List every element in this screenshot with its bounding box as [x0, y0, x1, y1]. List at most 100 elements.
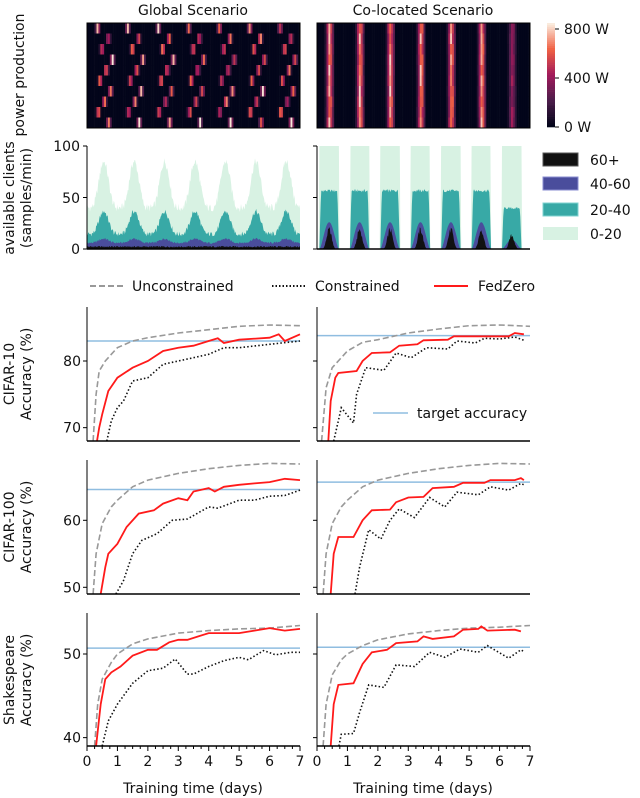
heatmap-cell	[433, 75, 436, 87]
heatmap-cell	[265, 86, 268, 97]
heatmap-cell	[478, 54, 481, 66]
heatmap-cell	[292, 96, 295, 108]
heatmap-cell	[389, 117, 392, 129]
heatmap-cell	[218, 54, 221, 66]
heatmap-cell	[425, 96, 428, 108]
heatmap-cell	[248, 96, 251, 108]
heatmap-cell	[218, 117, 221, 129]
heatmap-cell	[182, 75, 185, 87]
heatmap-cell	[421, 54, 424, 66]
heatmap-cell	[227, 75, 230, 87]
heatmap-cell	[368, 117, 371, 129]
heatmap-cell	[121, 75, 124, 87]
heatmap-cell	[368, 107, 371, 118]
heatmap-cell	[355, 86, 358, 97]
heatmap-cell	[104, 65, 107, 76]
heatmap-cell	[189, 33, 192, 45]
heatmap-cell	[100, 23, 103, 34]
heatmap-cell	[195, 44, 198, 55]
heatmap-cell	[220, 86, 223, 97]
heatmap-cell	[417, 96, 420, 108]
heatmap-cell	[252, 33, 255, 45]
heatmap-cell	[237, 44, 240, 55]
heatmap-cell	[520, 107, 523, 118]
heatmap-cell	[288, 33, 291, 45]
heatmap-cell	[337, 54, 341, 66]
heatmap-cell	[493, 23, 497, 34]
heatmap-cell	[212, 33, 215, 45]
heatmap-cell	[252, 96, 255, 108]
heatmap-cell	[185, 44, 189, 55]
heatmap-cell	[123, 86, 126, 97]
series-constrained	[332, 336, 525, 441]
heatmap-cell	[358, 65, 362, 76]
heatmap-cell	[320, 86, 324, 97]
series-constrained	[338, 644, 525, 746]
heatmap-cell	[292, 33, 295, 45]
heatmap-cell	[208, 107, 211, 118]
heatmap-cell	[96, 117, 99, 129]
heatmap-cell	[159, 44, 162, 55]
heatmap-cell	[187, 117, 190, 129]
heatmap-cell	[334, 23, 337, 34]
heatmap-cell	[518, 65, 521, 76]
heatmap-cell	[290, 44, 293, 55]
heatmap-cell	[220, 54, 223, 66]
heatmap-cell	[446, 65, 449, 76]
heatmap-cell	[229, 54, 232, 66]
heatmap-cell	[427, 65, 430, 76]
heatmap-cell	[317, 117, 320, 129]
heatmap-cell	[524, 44, 527, 55]
heatmap-cell	[330, 117, 333, 129]
heatmap-cell	[250, 33, 253, 45]
heatmap-cell	[374, 54, 377, 66]
heatmap-cell	[450, 117, 453, 129]
heatmap-cell	[448, 44, 451, 55]
heatmap-cell	[391, 75, 394, 87]
heatmap-cell	[326, 107, 329, 118]
heatmap-cell	[96, 23, 99, 34]
heatmap-cell	[452, 65, 455, 76]
heatmap-cell	[197, 96, 200, 108]
heatmap-cell	[153, 65, 156, 76]
heatmap-cell	[320, 54, 324, 66]
heatmap-cell	[413, 44, 417, 55]
heatmap-cell	[317, 96, 320, 108]
heatmap-cell	[413, 65, 417, 76]
heatmap-cell	[497, 75, 500, 87]
heatmap-cell	[142, 23, 145, 34]
heatmap-cell	[520, 75, 523, 87]
heatmap-cell	[495, 23, 498, 34]
heatmap-cell	[491, 23, 495, 34]
heatmap-cell	[326, 117, 329, 129]
heatmap-cell	[119, 54, 122, 66]
heatmap-cell	[298, 86, 301, 97]
heatmap-cell	[488, 54, 491, 66]
heatmap-cell	[334, 107, 337, 118]
heatmap-cell	[263, 96, 267, 108]
heatmap-cell	[347, 75, 350, 87]
heatmap-cell	[292, 117, 295, 129]
heatmap-cell	[429, 54, 432, 66]
heatmap-cell	[269, 33, 272, 45]
heatmap-cell	[149, 54, 152, 66]
heatmap-cell	[263, 23, 267, 34]
heatmap-cell	[258, 117, 261, 129]
heatmap-cell	[472, 65, 476, 76]
colorbar-segment	[547, 45, 555, 49]
heatmap-cell	[145, 96, 149, 108]
heatmap-cell	[417, 75, 420, 87]
heatmap-cell	[290, 54, 293, 66]
heatmap-cell	[337, 107, 341, 118]
heatmap-cell	[220, 65, 223, 76]
heatmap-cell	[164, 44, 168, 55]
heatmap-cell	[366, 33, 369, 45]
heatmap-cell	[125, 44, 128, 55]
heatmap-cell	[104, 96, 107, 108]
heatmap-cell	[269, 107, 272, 118]
heatmap-cell	[292, 65, 295, 76]
heatmap-cell	[237, 107, 240, 118]
heatmap-cell	[252, 54, 255, 66]
heatmap-cell	[225, 96, 229, 108]
heatmap-cell	[258, 33, 261, 45]
